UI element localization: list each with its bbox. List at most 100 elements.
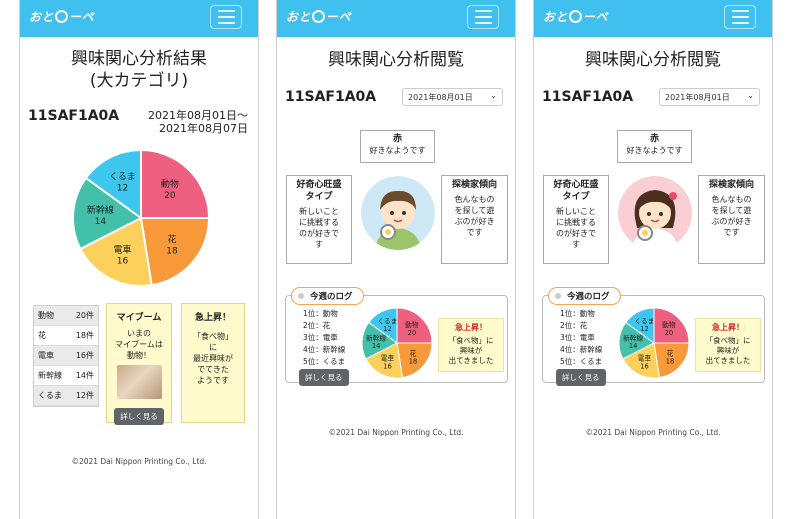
- hamburger-menu-button[interactable]: [724, 5, 756, 29]
- hamburger-menu-button[interactable]: [467, 5, 499, 29]
- pie-slice: [79, 216, 153, 287]
- tendency-line: を探して遊: [454, 206, 495, 215]
- ranking-row: 花 18件: [34, 326, 98, 346]
- navbar: おと ーペ: [20, 0, 258, 37]
- pie-category-label: 花: [410, 349, 417, 358]
- favorite-color-text: 好きなようです: [626, 146, 683, 155]
- rising-line: でてきた: [197, 365, 229, 374]
- ranking-row: 新幹線 14件: [34, 366, 98, 386]
- tendency-bubble: 探検家傾向 色んなもの を探して遊 ぶのが好き です: [698, 175, 765, 264]
- pie-slice: [396, 342, 433, 379]
- analysis-view-screen-boy: おと ーペ 興味関心分析閲覧 11SAF1A0A 2021年08月01日 ⌄ 赤好き…: [276, 0, 516, 519]
- pie-slice: [367, 307, 398, 345]
- my-boom-text: いまの マイブームは 動物！: [107, 328, 171, 361]
- app-logo[interactable]: おと ーペ: [286, 8, 351, 25]
- tendency-line: を探して遊: [711, 206, 752, 215]
- my-boom-card: マイブーム いまの マイブームは 動物！ 詳しく見る: [106, 303, 172, 425]
- weekly-log-card: [285, 295, 508, 383]
- tendency-line: 色んなもの: [454, 195, 495, 204]
- rising-title: 急上昇！: [712, 323, 744, 332]
- my-boom-line: マイブームは: [115, 340, 163, 349]
- app-logo[interactable]: おと ーペ: [29, 8, 94, 25]
- personality-line: に挑戦する: [556, 218, 596, 227]
- copyright: ©2021 Dai Nippon Printing Co., Ltd.: [71, 457, 207, 466]
- personality-line: す: [572, 240, 580, 249]
- boy-avatar: [361, 176, 435, 250]
- pie-value-label: 16: [640, 362, 649, 370]
- log-item: 3位：電車: [303, 333, 338, 342]
- logo-text-2: ーペ: [326, 10, 352, 24]
- pie-category-label: 電車: [638, 354, 652, 363]
- user-id: 11SAF1A0A: [542, 89, 634, 105]
- pie-value-label: 12: [117, 184, 128, 194]
- navbar: おと ーペ: [277, 0, 515, 37]
- favorite-color-text: 好きなようです: [369, 146, 426, 155]
- pie-category-label: 新幹線: [87, 204, 114, 216]
- ranking-count: 18件: [75, 331, 94, 340]
- rising-title: 急上昇！: [194, 313, 231, 323]
- logo-text: おと: [29, 10, 55, 24]
- ranking-label: 動物: [38, 311, 54, 320]
- user-id: 11SAF1A0A: [285, 89, 377, 105]
- date-select[interactable]: 2021年08月01日 ⌄: [659, 88, 760, 106]
- rising-line: に: [209, 343, 217, 352]
- pie-value-label: 12: [383, 325, 392, 333]
- show-more-button[interactable]: 詳しく見る: [556, 369, 606, 386]
- page-title: 興味関心分析閲覧: [585, 50, 721, 70]
- pie-category-label: 花: [667, 349, 674, 358]
- pie-category-label: くるま: [635, 317, 655, 325]
- ranking-row: 動物 20件: [34, 306, 98, 326]
- ranking-row: 電車 16件: [34, 346, 98, 366]
- analysis-view-screen-girl: おと ーペ 興味関心分析閲覧 11SAF1A0A 2021年08月01日 ⌄ 赤好き…: [533, 0, 773, 519]
- personality-bubble: 好奇心旺盛 タイプ 新しいこと に挑戦する のが好きで す: [543, 175, 609, 264]
- pie-value-label: 20: [164, 191, 176, 201]
- date-select[interactable]: 2021年08月01日 ⌄: [402, 88, 503, 106]
- favorite-color-bubble: 赤好きなようです: [617, 130, 692, 163]
- date-from: 2021年08月01日～: [148, 109, 248, 122]
- favorite-color: 赤: [649, 134, 659, 144]
- pie-value-label: 18: [666, 357, 675, 365]
- pie-value-label: 16: [383, 362, 392, 370]
- date-select-value: 2021年08月01日: [408, 93, 473, 102]
- ranking-label: くるま: [38, 391, 62, 400]
- my-boom-line: いまの: [127, 329, 151, 338]
- ranking-label: 電車: [38, 351, 54, 360]
- rising-line: ようです: [197, 376, 229, 385]
- pie-slice: [624, 307, 655, 345]
- girl-avatar: [618, 176, 692, 250]
- personality-title: 好奇心旺盛: [553, 180, 599, 190]
- date-to: 2021年08月07日: [159, 122, 248, 135]
- rising-line: 出てきました: [705, 356, 751, 365]
- rising-line: 興味が: [716, 346, 740, 355]
- app-logo[interactable]: おと ーペ: [543, 8, 608, 25]
- pie-value-label: 16: [117, 256, 129, 266]
- weekly-log-tag: 今週のログ: [548, 287, 621, 305]
- ranking-count: 16件: [75, 351, 94, 360]
- pie-category-label: 電車: [113, 243, 131, 255]
- ranking-count: 14件: [75, 371, 94, 380]
- tendency-line: 色んなもの: [711, 195, 752, 204]
- pie-category-label: 新幹線: [366, 333, 386, 342]
- pie-slice: [139, 217, 211, 287]
- pie-slice: [653, 342, 690, 379]
- rising-line: 「食べ物」に: [448, 336, 494, 345]
- tendency-line: です: [723, 228, 740, 237]
- pie-value-label: 18: [166, 246, 178, 256]
- pie-slice: [84, 148, 142, 220]
- personality-line: に挑戦する: [299, 218, 339, 227]
- personality-line: す: [315, 240, 323, 249]
- rising-interest-card: 急上昇！ 「食べ物」に 興味が 出てきました: [438, 318, 504, 372]
- show-more-button[interactable]: 詳しく見る: [299, 369, 349, 386]
- hamburger-menu-button[interactable]: [210, 5, 242, 29]
- swirl-icon: [569, 10, 583, 23]
- rising-text: 「食べ物」 に 最近興味が でてきた ようです: [182, 331, 244, 386]
- logo-text-2: ーペ: [583, 10, 609, 24]
- rising-line: 「食べ物」に: [705, 336, 751, 345]
- show-more-button[interactable]: 詳しく見る: [114, 408, 164, 425]
- navbar: おと ーペ: [534, 0, 772, 37]
- rising-title: 急上昇！: [455, 323, 487, 332]
- personality-line: 新しいこと: [299, 207, 339, 216]
- chevron-down-icon: ⌄: [490, 91, 497, 100]
- swirl-icon: [312, 10, 326, 23]
